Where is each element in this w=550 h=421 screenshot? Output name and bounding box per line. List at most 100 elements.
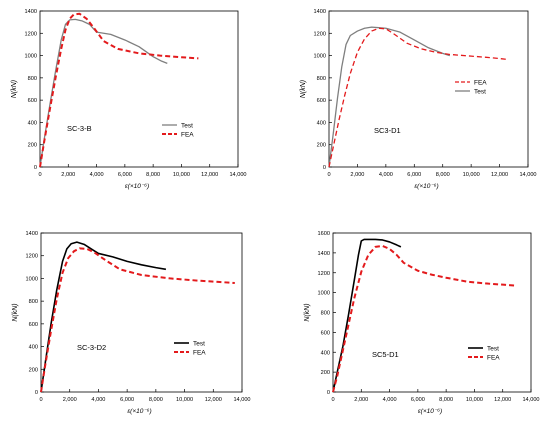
x-tick-label: 14,000 — [229, 172, 246, 178]
x-tick-label: 6,000 — [407, 172, 421, 178]
specimen-label: SC5-D1 — [372, 350, 399, 359]
series-line-fea — [40, 247, 235, 393]
series-line-fea — [328, 27, 509, 168]
chart-panel-4: 0 2,000 4,000 6,000 8,000 10,000 12,000 14,000 0… — [304, 231, 540, 415]
x-tick-label: 2,000 — [63, 397, 77, 403]
y-axis-label: N(kN) — [12, 303, 19, 321]
x-tick-label: 4,000 — [91, 397, 105, 403]
x-tick-label: 12,000 — [494, 397, 511, 403]
y-tick-label: 600 — [321, 330, 330, 336]
x-axis-label: ε(×10⁻⁶) — [414, 183, 438, 190]
series-line-fea — [332, 244, 517, 393]
y-tick-label: 1600 — [318, 231, 330, 237]
plot-frame — [40, 232, 243, 393]
y-tick-label: 0 — [327, 390, 330, 396]
x-tick-label: 14,000 — [519, 172, 536, 178]
x-tick-label: 2,000 — [61, 172, 75, 178]
chart-panel-2: 0 2,000 4,000 6,000 8,000 10,000 12,000 14,000 0… — [300, 9, 537, 190]
legend: Test FEA — [162, 123, 194, 139]
y-tick-label: 1000 — [26, 276, 38, 282]
y-tick-label: 1400 — [25, 9, 37, 15]
series-line-test — [39, 18, 168, 168]
x-tick-label: 12,000 — [205, 397, 222, 403]
y-tick-label: 1200 — [314, 31, 326, 37]
y-tick-label: 1000 — [25, 54, 37, 60]
specimen-label: SC-3-D2 — [77, 343, 106, 352]
x-tick-label: 10,000 — [176, 397, 193, 403]
y-tick-label: 1400 — [318, 251, 330, 257]
legend-label: FEA — [474, 80, 487, 87]
x-tick-label: 2,000 — [354, 397, 368, 403]
legend-label: FEA — [181, 132, 194, 139]
y-axis-label: N(kN) — [300, 80, 307, 98]
y-tick-label: 1200 — [26, 254, 38, 260]
x-tick-label: 8,000 — [149, 397, 163, 403]
x-tick-label: 2,000 — [350, 172, 364, 178]
x-tick-label: 0 — [39, 397, 42, 403]
legend: Test FEA — [174, 341, 206, 357]
y-tick-label: 200 — [321, 370, 330, 376]
y-tick-label: 1000 — [314, 54, 326, 60]
y-tick-label: 1200 — [318, 271, 330, 277]
x-tick-label: 4,000 — [379, 172, 393, 178]
x-tick-label: 12,000 — [201, 172, 218, 178]
x-tick-label: 14,000 — [233, 397, 250, 403]
x-tick-label: 4,000 — [383, 397, 397, 403]
x-tick-label: 0 — [38, 172, 41, 178]
y-tick-label: 200 — [29, 367, 38, 373]
y-tick-label: 1400 — [26, 231, 38, 237]
y-tick-label: 200 — [317, 143, 326, 149]
plot-frame — [332, 232, 532, 393]
y-tick-label: 400 — [321, 350, 330, 356]
x-tick-label: 4,000 — [90, 172, 104, 178]
y-tick-label: 0 — [323, 165, 326, 171]
y-tick-label: 800 — [317, 76, 326, 82]
legend-label: Test — [474, 89, 486, 96]
y-tick-label: 200 — [28, 143, 37, 149]
x-tick-label: 8,000 — [436, 172, 450, 178]
legend-label: FEA — [487, 355, 500, 362]
y-tick-label: 1000 — [318, 291, 330, 297]
legend: FEA Test — [455, 80, 487, 96]
x-tick-label: 10,000 — [466, 397, 483, 403]
x-tick-label: 10,000 — [463, 172, 480, 178]
y-tick-label: 600 — [28, 98, 37, 104]
x-axis-label: ε(×10⁻⁶) — [125, 183, 149, 190]
x-tick-label: 6,000 — [118, 172, 132, 178]
x-tick-label: 0 — [331, 397, 334, 403]
y-tick-label: 600 — [29, 322, 38, 328]
y-axis-label: N(kN) — [304, 303, 311, 321]
x-tick-label: 14,000 — [522, 397, 539, 403]
series-line-fea — [39, 12, 199, 168]
y-tick-label: 800 — [29, 299, 38, 305]
x-tick-label: 0 — [327, 172, 330, 178]
legend-label: Test — [487, 346, 499, 353]
legend-label: FEA — [193, 350, 206, 357]
x-tick-label: 6,000 — [411, 397, 425, 403]
plot-frame — [39, 10, 239, 168]
y-tick-label: 400 — [28, 120, 37, 126]
plot-frame — [328, 10, 529, 168]
y-tick-label: 0 — [34, 165, 37, 171]
specimen-label: SC3-D1 — [374, 126, 401, 135]
legend: Test FEA — [468, 346, 500, 362]
y-tick-label: 400 — [317, 120, 326, 126]
series-line-test — [328, 26, 451, 168]
y-tick-label: 1200 — [25, 31, 37, 37]
x-axis-label: ε(×10⁻⁶) — [127, 408, 151, 415]
x-tick-label: 6,000 — [120, 397, 134, 403]
legend-label: Test — [181, 123, 193, 130]
y-tick-label: 1400 — [314, 9, 326, 15]
y-tick-label: 800 — [28, 76, 37, 82]
x-tick-label: 10,000 — [173, 172, 190, 178]
y-tick-label: 600 — [317, 98, 326, 104]
legend-label: Test — [193, 341, 205, 348]
y-tick-label: 800 — [321, 311, 330, 317]
x-axis-label: ε(×10⁻⁶) — [418, 408, 442, 415]
series-line-test — [40, 241, 167, 393]
x-tick-label: 8,000 — [439, 397, 453, 403]
x-tick-label: 8,000 — [146, 172, 160, 178]
y-tick-label: 400 — [29, 345, 38, 351]
y-tick-label: 0 — [35, 390, 38, 396]
